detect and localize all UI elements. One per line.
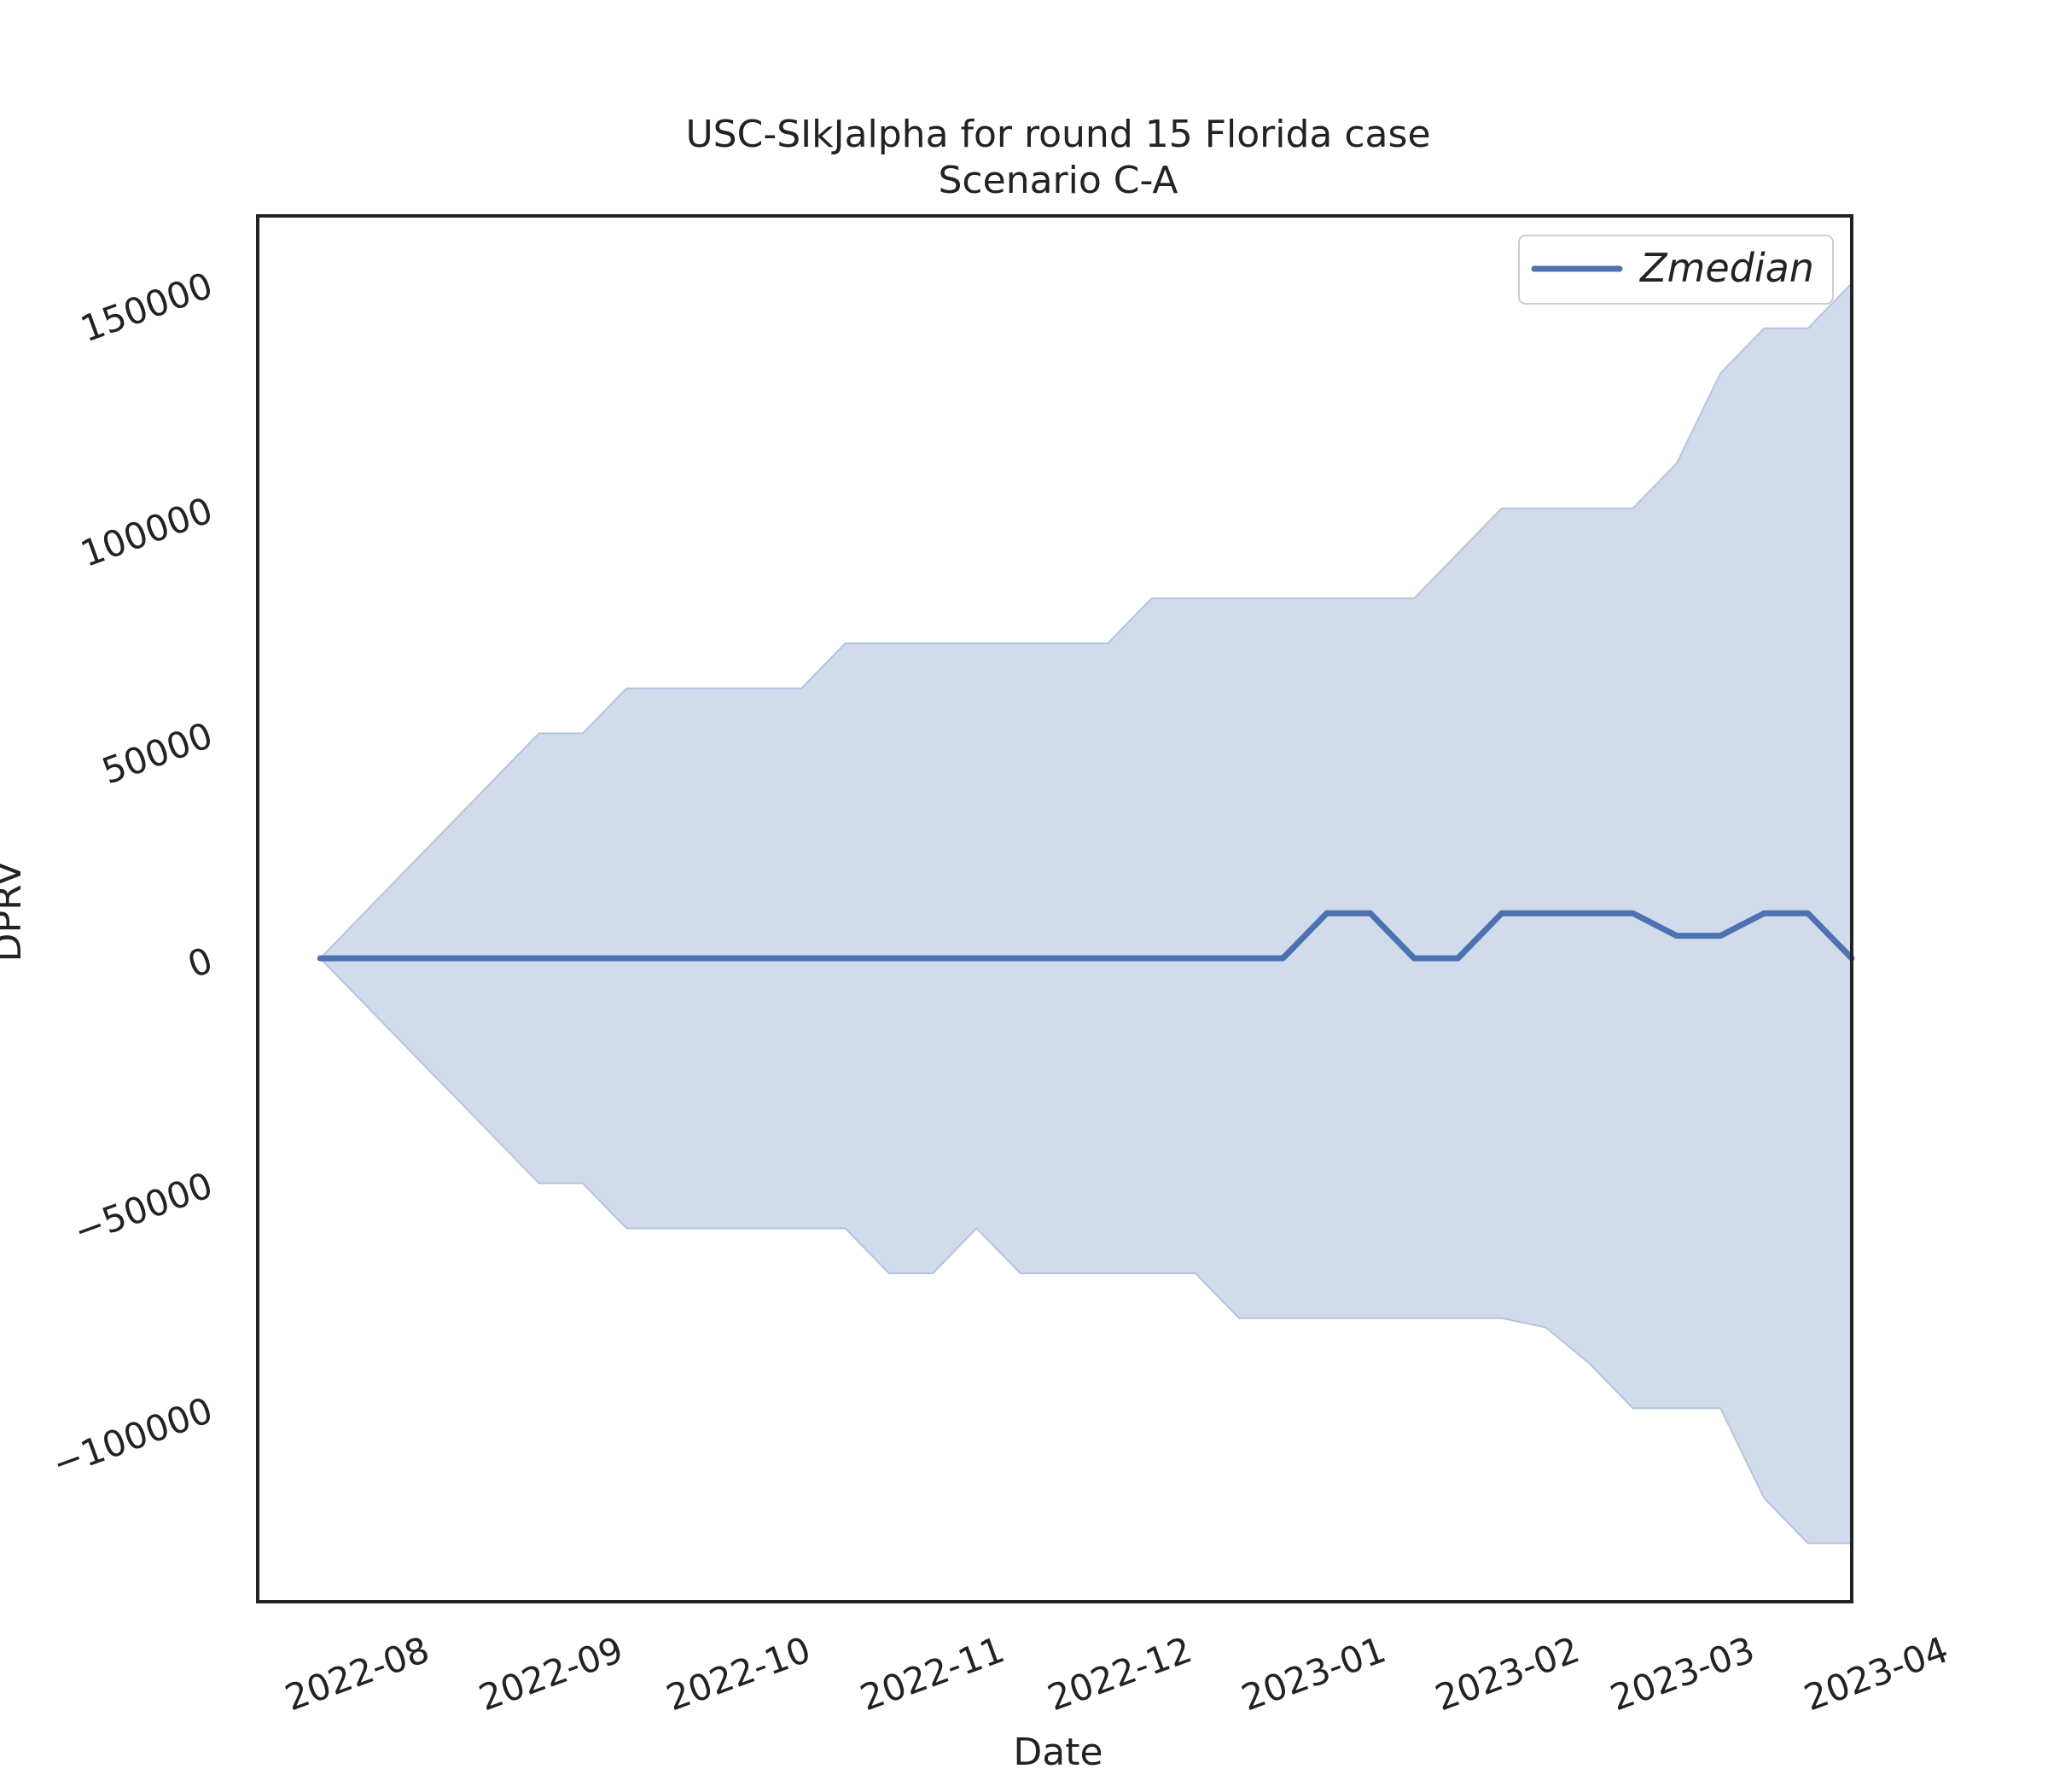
x-axis-label: Date <box>1013 1731 1103 1774</box>
legend-box <box>1518 235 1834 305</box>
x-tick-label: 2023-02 <box>1430 1628 1585 1719</box>
y-tick-label: 0 <box>183 939 218 986</box>
chart-subtitle: Scenario C-A <box>939 159 1178 202</box>
x-tick-label: 2022-09 <box>474 1628 629 1719</box>
y-tick-label: 100000 <box>75 489 218 575</box>
x-tick-label: 2023-03 <box>1605 1628 1760 1719</box>
legend: Zmedian <box>1518 235 1834 305</box>
x-tick-label: 2022-08 <box>280 1628 435 1719</box>
y-axis-ticks: −100000 −50000 0 50000 100000 150000 <box>47 264 218 1485</box>
series-line-zmedian <box>317 910 1855 962</box>
x-tick-label: 2022-11 <box>855 1628 1010 1719</box>
y-axis-label: DPRV <box>0 861 30 963</box>
plot-area <box>317 281 1855 1545</box>
chart-title: USC-SIkJalpha for round 15 Florida case <box>685 113 1430 156</box>
y-tick-label: −50000 <box>68 1164 218 1253</box>
x-axis-ticks: 2022-08 2022-09 2022-10 2022-11 2022-12 2023-… <box>280 1628 1954 1719</box>
y-tick-label: 50000 <box>96 714 218 793</box>
x-tick-label: 2022-12 <box>1042 1628 1197 1719</box>
legend-label-zmedian: Zmedian <box>1638 245 1814 291</box>
x-tick-label: 2023-01 <box>1236 1628 1391 1719</box>
y-tick-label: −100000 <box>47 1389 218 1486</box>
plot-frame <box>256 214 1853 1603</box>
x-tick-label: 2023-04 <box>1799 1628 1954 1719</box>
y-tick-label: 150000 <box>75 264 218 350</box>
x-tick-label: 2022-10 <box>661 1628 817 1719</box>
